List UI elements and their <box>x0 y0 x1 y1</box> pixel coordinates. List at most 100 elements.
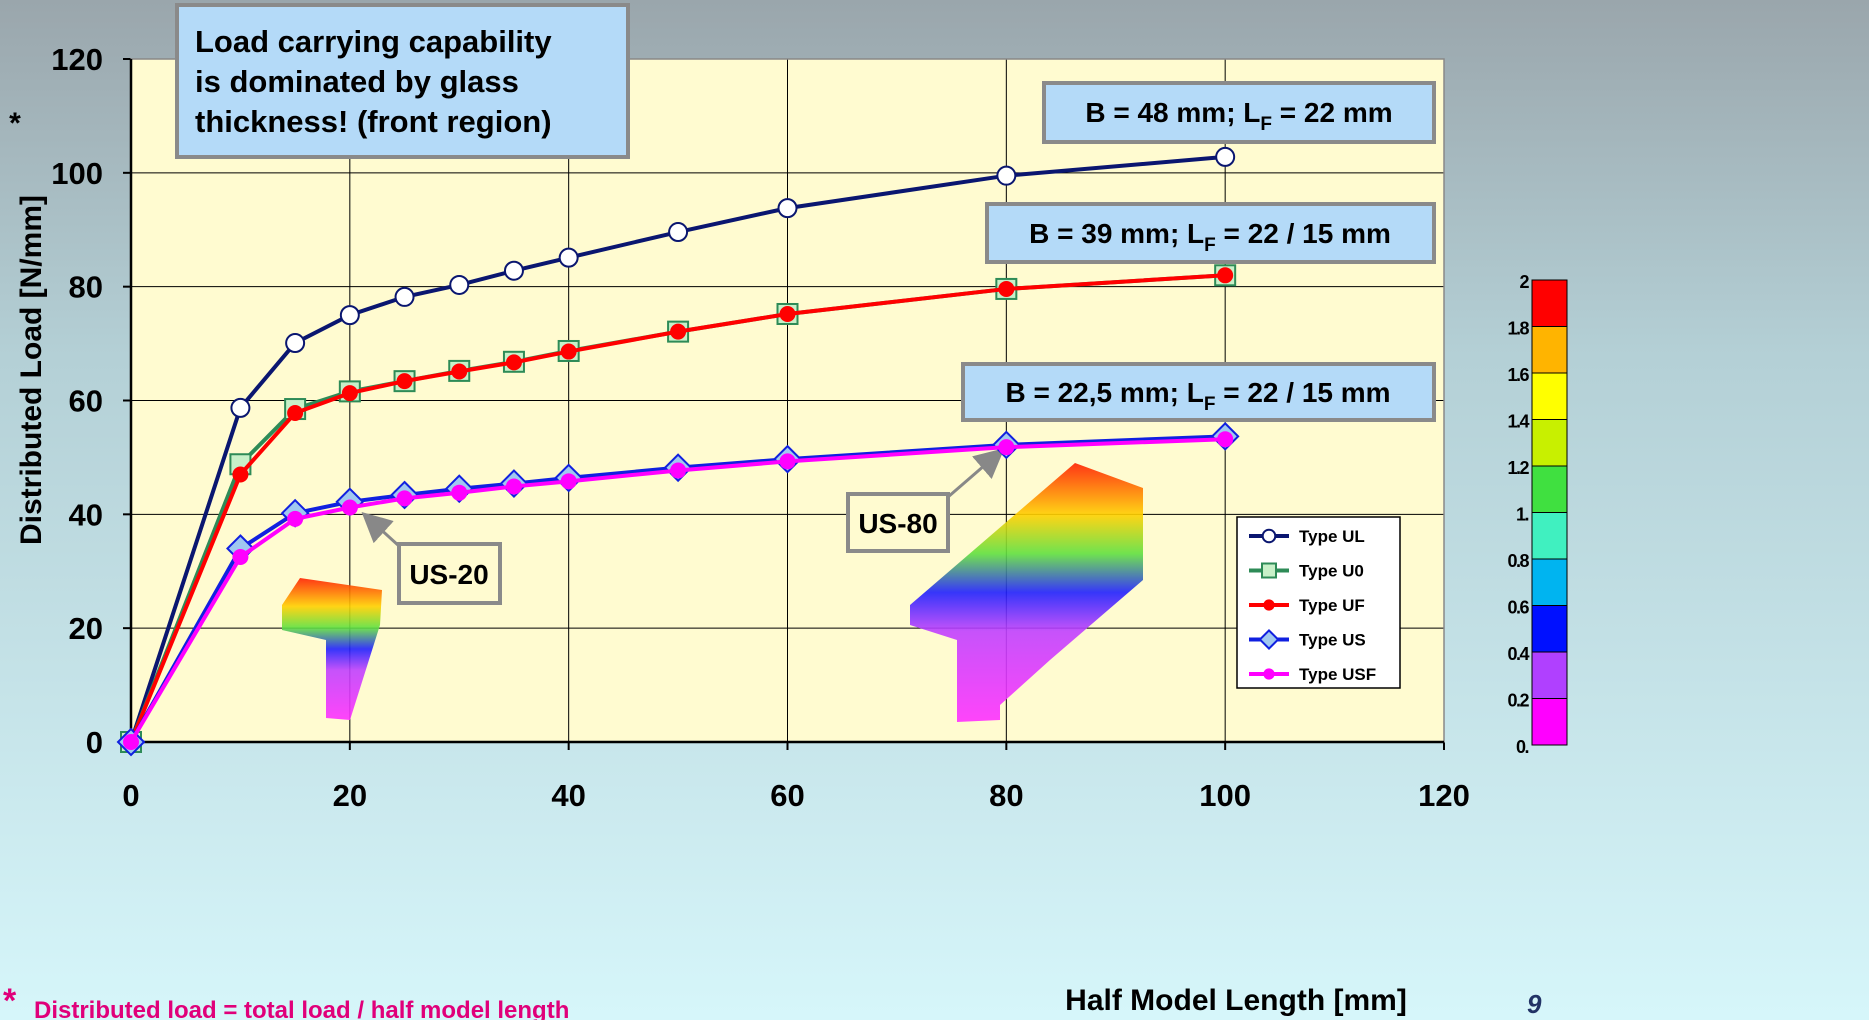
annotation-text: B = 22,5 mm; L <box>1005 377 1203 408</box>
colorbar-label: 0. <box>1516 737 1529 757</box>
marker <box>560 249 578 267</box>
annotation-rest: = 22 / 15 mm <box>1216 218 1391 249</box>
x-tick-label: 40 <box>551 778 585 813</box>
marker <box>1217 431 1233 447</box>
colorbar-cell <box>1532 327 1567 374</box>
marker <box>670 463 686 479</box>
annotation-rest: = 22 / 15 mm <box>1215 377 1390 408</box>
legend-label: Type US <box>1299 631 1366 650</box>
y-axis-title-mark: * <box>9 107 21 140</box>
colorbar-label: 0.4 <box>1507 644 1529 664</box>
callout-text: thickness! (front region) <box>195 104 552 139</box>
marker <box>341 306 359 324</box>
colorbar-cell <box>1532 513 1567 560</box>
annotation: US-20 <box>409 559 488 590</box>
marker <box>1262 564 1276 578</box>
marker <box>506 478 522 494</box>
page-number: 9 <box>1527 989 1542 1019</box>
marker <box>561 473 577 489</box>
callout-text: Load carrying capability <box>195 24 552 59</box>
marker <box>451 363 467 379</box>
marker <box>506 354 522 370</box>
marker <box>1216 148 1234 166</box>
annotation: US-80 <box>858 508 937 539</box>
marker <box>780 453 796 469</box>
marker <box>396 288 414 306</box>
x-tick-label: 80 <box>989 778 1023 813</box>
colorbar-label: 1.6 <box>1507 365 1529 385</box>
marker <box>123 734 139 750</box>
annotation-text: B = 48 mm; L <box>1085 97 1260 128</box>
colorbar-cell <box>1532 652 1567 699</box>
marker <box>780 306 796 322</box>
x-tick-label: 100 <box>1199 778 1251 813</box>
marker <box>232 549 248 565</box>
y-tick-label: 20 <box>69 611 103 646</box>
legend-label: Type UF <box>1299 596 1365 615</box>
colorbar-cell <box>1532 373 1567 420</box>
marker <box>1217 267 1233 283</box>
marker <box>997 167 1015 185</box>
annotation-sub: F <box>1204 394 1216 415</box>
x-tick-label: 20 <box>333 778 367 813</box>
marker <box>232 466 248 482</box>
marker <box>1263 599 1274 610</box>
y-tick-label: 100 <box>51 156 103 191</box>
marker <box>1263 668 1274 679</box>
colorbar-cell <box>1532 420 1567 467</box>
marker <box>670 324 686 340</box>
marker <box>397 490 413 506</box>
marker <box>561 344 577 360</box>
colorbar-label: 1.2 <box>1507 458 1529 478</box>
page: 0 20 40 60 80 100 120 0 20 40 60 80 100 120 Distribut… <box>0 0 1869 1020</box>
y-tick-label: 60 <box>69 384 103 419</box>
y-tick-label: 80 <box>69 270 103 305</box>
legend-label: Type UL <box>1299 527 1365 546</box>
legend-label: Type U0 <box>1299 562 1364 581</box>
marker <box>342 500 358 516</box>
slide: 0 20 40 60 80 100 120 0 20 40 60 80 100 120 Distribut… <box>0 0 1869 1020</box>
colorbar-label: 0.6 <box>1507 598 1529 618</box>
marker <box>287 511 303 527</box>
marker <box>779 199 797 217</box>
annotation-sub: F <box>1204 235 1216 256</box>
colorbar-label: 1. <box>1516 505 1529 525</box>
marker <box>231 399 249 417</box>
colorbar-label: 0.2 <box>1507 691 1529 711</box>
legend-label: Type USF <box>1299 665 1376 684</box>
colorbar-cell <box>1532 466 1567 513</box>
callout-text: is dominated by glass <box>195 64 519 99</box>
colorbar-label: 1.8 <box>1507 319 1529 339</box>
y-tick-label: 120 <box>51 42 103 77</box>
colorbar-cell <box>1532 559 1567 606</box>
marker <box>998 281 1014 297</box>
footnote: Distributed load = total load / half mod… <box>34 997 569 1020</box>
x-tick-label: 0 <box>122 778 139 813</box>
marker <box>450 276 468 294</box>
colorbar-cell <box>1532 699 1567 746</box>
y-tick-label: 40 <box>69 497 103 532</box>
marker <box>342 385 358 401</box>
colorbar-label: 2 <box>1519 272 1529 292</box>
marker <box>505 262 523 280</box>
marker <box>669 223 687 241</box>
y-axis-title: Distributed Load [N/mm] <box>15 195 48 545</box>
marker <box>998 439 1014 455</box>
annotation-text: B = 39 mm; L <box>1029 218 1204 249</box>
marker <box>287 405 303 421</box>
footnote-mark: * <box>3 982 17 1020</box>
marker <box>1263 530 1276 543</box>
colorbar-label: 0.8 <box>1507 551 1529 571</box>
x-tick-label: 120 <box>1418 778 1470 813</box>
colorbar-label: 1.4 <box>1507 412 1529 432</box>
marker <box>286 334 304 352</box>
marker <box>451 485 467 501</box>
colorbar-cell <box>1532 280 1567 327</box>
annotation-sub: F <box>1260 114 1272 135</box>
x-axis-title: Half Model Length [mm] <box>1065 984 1407 1017</box>
annotation-rest: = 22 mm <box>1272 97 1393 128</box>
marker <box>397 373 413 389</box>
x-tick-label: 60 <box>770 778 804 813</box>
colorbar-cell <box>1532 606 1567 653</box>
y-tick-label: 0 <box>86 725 103 760</box>
